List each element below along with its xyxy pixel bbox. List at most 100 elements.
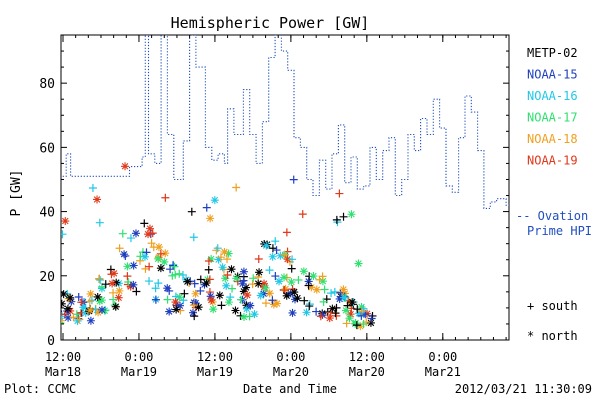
data-point-north [259,289,268,298]
data-point-north [269,300,278,309]
data-point-north [110,269,119,278]
y-axis-label: P [GW] [9,170,24,217]
data-point-north [86,289,95,298]
data-point-south [288,255,297,264]
plot-credit: Plot: CCMC [4,382,76,396]
data-point-south [287,264,296,273]
data-point-south [305,302,314,311]
x-tick-time: 0:00 [125,350,154,364]
data-point-south [300,296,309,305]
data-point-south [294,276,303,285]
data-point-north [61,299,66,308]
y-tick-label: 80 [39,77,55,92]
legend-item: NOAA-18 [527,132,578,146]
data-point-north [304,277,313,286]
data-point-north [243,291,252,300]
data-point-north [299,267,308,276]
data-point-south [330,287,339,296]
data-point-south [205,275,214,284]
data-point-north [144,230,153,239]
data-point-south [272,246,281,255]
data-point-north [254,279,263,288]
data-point-north [188,308,197,317]
data-point-south [327,289,336,298]
data-point-south [115,244,124,253]
data-point-north [126,282,135,291]
data-point-south [74,293,83,302]
data-point-north [312,285,321,294]
data-point-north [129,280,138,289]
data-point-north [366,318,375,327]
data-point-south [319,297,328,306]
y-tick-label: 20 [39,270,55,285]
data-point-south [88,183,97,192]
data-point-south [359,320,368,329]
legend-item: METP-02 [527,46,578,60]
plot-border [60,34,510,341]
x-tick-date: Mar21 [425,365,461,379]
data-point-north [145,224,154,233]
data-point-south [123,272,132,281]
data-point-north [97,296,106,305]
legend-item: NOAA-15 [527,68,578,82]
x-tick-date: Mar18 [45,365,81,379]
data-point-north [172,305,181,314]
data-point-north [260,279,269,288]
data-point-south [298,210,307,219]
data-point-north [221,274,230,283]
data-point-south [170,262,179,271]
data-point-north [357,303,366,312]
data-point-north [351,319,360,328]
data-point-south [204,256,213,265]
data-point-north [318,310,327,319]
data-point-north [140,252,149,261]
data-point-north [250,310,259,319]
data-point-south [289,175,298,184]
data-point-north [227,265,236,274]
data-point-south [61,319,65,328]
x-tick-date: Mar20 [349,365,385,379]
data-point-south [213,244,222,253]
data-point-south [268,244,277,253]
data-point-south [151,295,160,304]
data-point-north [318,277,327,286]
data-point-south [232,183,241,192]
data-point-north [161,249,170,258]
data-point-south [77,298,86,307]
data-point-south [61,230,67,239]
data-point-north [220,247,229,256]
data-point-north [261,283,270,292]
x-tick-time: 0:00 [428,350,457,364]
data-point-north [210,196,219,205]
data-point-north [114,293,123,302]
data-point-north [111,302,120,311]
x-tick-time: 0:00 [276,350,305,364]
timestamp: 2012/03/21 11:30:09 [455,382,592,396]
data-point-south [109,288,118,297]
data-point-north [108,279,117,288]
data-point-north [290,288,299,297]
data-point-north [81,308,90,317]
x-tick-date: Mar19 [121,365,157,379]
data-point-north [61,217,70,226]
data-point-north [255,268,264,277]
legend-item: NOAA-17 [527,111,578,125]
data-point-north [160,257,169,266]
data-point-south [216,253,225,262]
data-point-north [239,287,248,296]
data-point-north [115,286,124,295]
data-point-south [312,307,321,316]
data-point-north [154,243,163,252]
data-point-north [191,299,200,308]
data-point-south [226,293,235,302]
data-point-north [62,307,71,316]
data-point-south [236,295,245,304]
data-point-north [66,293,75,302]
data-point-south [180,289,189,298]
data-point-south [223,271,232,280]
data-point-south [178,271,187,280]
data-point-north [281,284,290,293]
data-point-north [194,303,203,312]
data-point-north [222,281,231,290]
symbol-legend-item: * north [527,329,578,343]
